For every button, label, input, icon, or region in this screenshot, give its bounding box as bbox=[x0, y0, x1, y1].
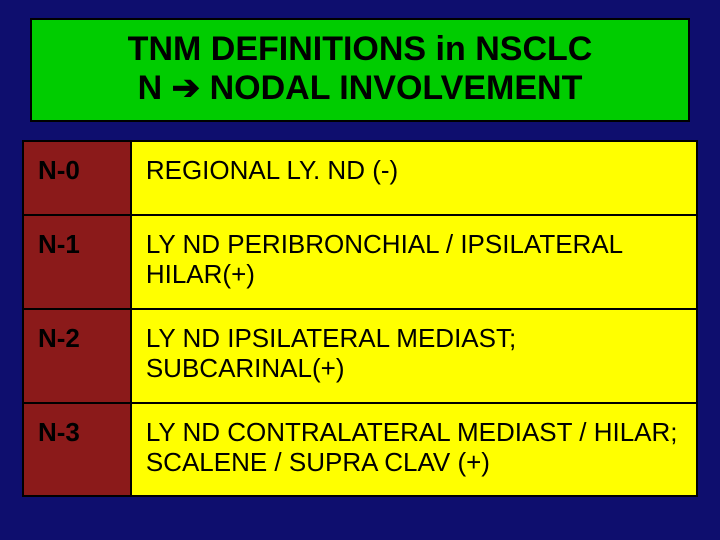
table-row: N-0 REGIONAL LY. ND (-) bbox=[23, 141, 697, 215]
slide: TNM DEFINITIONS in NSCLC N ➔ NODAL INVOL… bbox=[0, 0, 720, 540]
table-row: N-3 LY ND CONTRALATERAL MEDIAST / HILAR;… bbox=[23, 403, 697, 497]
stage-desc: LY ND PERIBRONCHIAL / IPSILATERAL HILAR(… bbox=[131, 215, 697, 309]
stage-code: N-1 bbox=[23, 215, 131, 309]
table-row: N-2 LY ND IPSILATERAL MEDIAST; SUBCARINA… bbox=[23, 309, 697, 403]
arrow-icon: ➔ bbox=[172, 69, 201, 107]
stage-desc: LY ND IPSILATERAL MEDIAST; SUBCARINAL(+) bbox=[131, 309, 697, 403]
title-line-2: N ➔ NODAL INVOLVEMENT bbox=[50, 69, 670, 108]
definitions-table: N-0 REGIONAL LY. ND (-) N-1 LY ND PERIBR… bbox=[22, 140, 698, 497]
stage-desc: LY ND CONTRALATERAL MEDIAST / HILAR; SCA… bbox=[131, 403, 697, 497]
title-box: TNM DEFINITIONS in NSCLC N ➔ NODAL INVOL… bbox=[30, 18, 690, 122]
stage-desc: REGIONAL LY. ND (-) bbox=[131, 141, 697, 215]
table-row: N-1 LY ND PERIBRONCHIAL / IPSILATERAL HI… bbox=[23, 215, 697, 309]
stage-code: N-3 bbox=[23, 403, 131, 497]
title-nodal: NODAL INVOLVEMENT bbox=[200, 69, 582, 107]
stage-code: N-0 bbox=[23, 141, 131, 215]
stage-code: N-2 bbox=[23, 309, 131, 403]
title-n: N bbox=[138, 69, 172, 107]
title-line-1: TNM DEFINITIONS in NSCLC bbox=[50, 30, 670, 69]
